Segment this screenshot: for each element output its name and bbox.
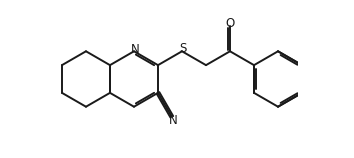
Text: S: S xyxy=(179,42,186,55)
Text: N: N xyxy=(131,43,140,56)
Text: N: N xyxy=(169,114,178,127)
Text: O: O xyxy=(225,17,235,30)
